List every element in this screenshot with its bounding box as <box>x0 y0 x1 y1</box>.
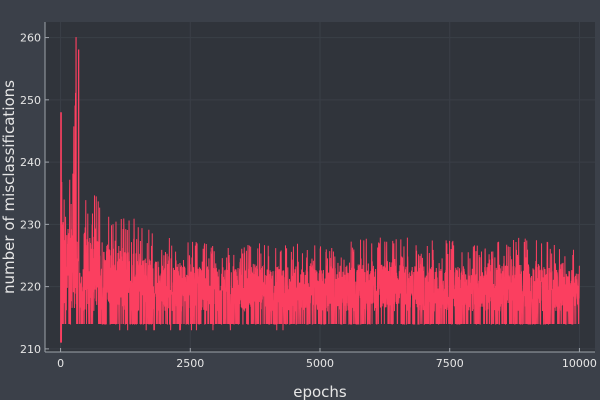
x-tick-label: 7500 <box>436 357 464 370</box>
x-axis-label: epochs <box>293 383 347 400</box>
y-tick-label: 250 <box>20 94 41 107</box>
y-tick-label: 260 <box>20 32 41 45</box>
x-tick-label: 2500 <box>176 357 204 370</box>
x-tick-label: 0 <box>57 357 64 370</box>
series-line <box>60 37 580 343</box>
x-tick-label: 5000 <box>306 357 334 370</box>
y-tick-label: 210 <box>20 343 41 356</box>
y-tick-label: 230 <box>20 218 41 231</box>
y-tick-label: 220 <box>20 281 41 294</box>
ticks: 0 2500 5000 7500 10000 210 220 230 240 250 260 <box>20 32 597 370</box>
y-axis-label: number of misclassifications <box>0 80 18 294</box>
y-tick-label: 240 <box>20 156 41 169</box>
x-tick-label: 10000 <box>562 357 597 370</box>
